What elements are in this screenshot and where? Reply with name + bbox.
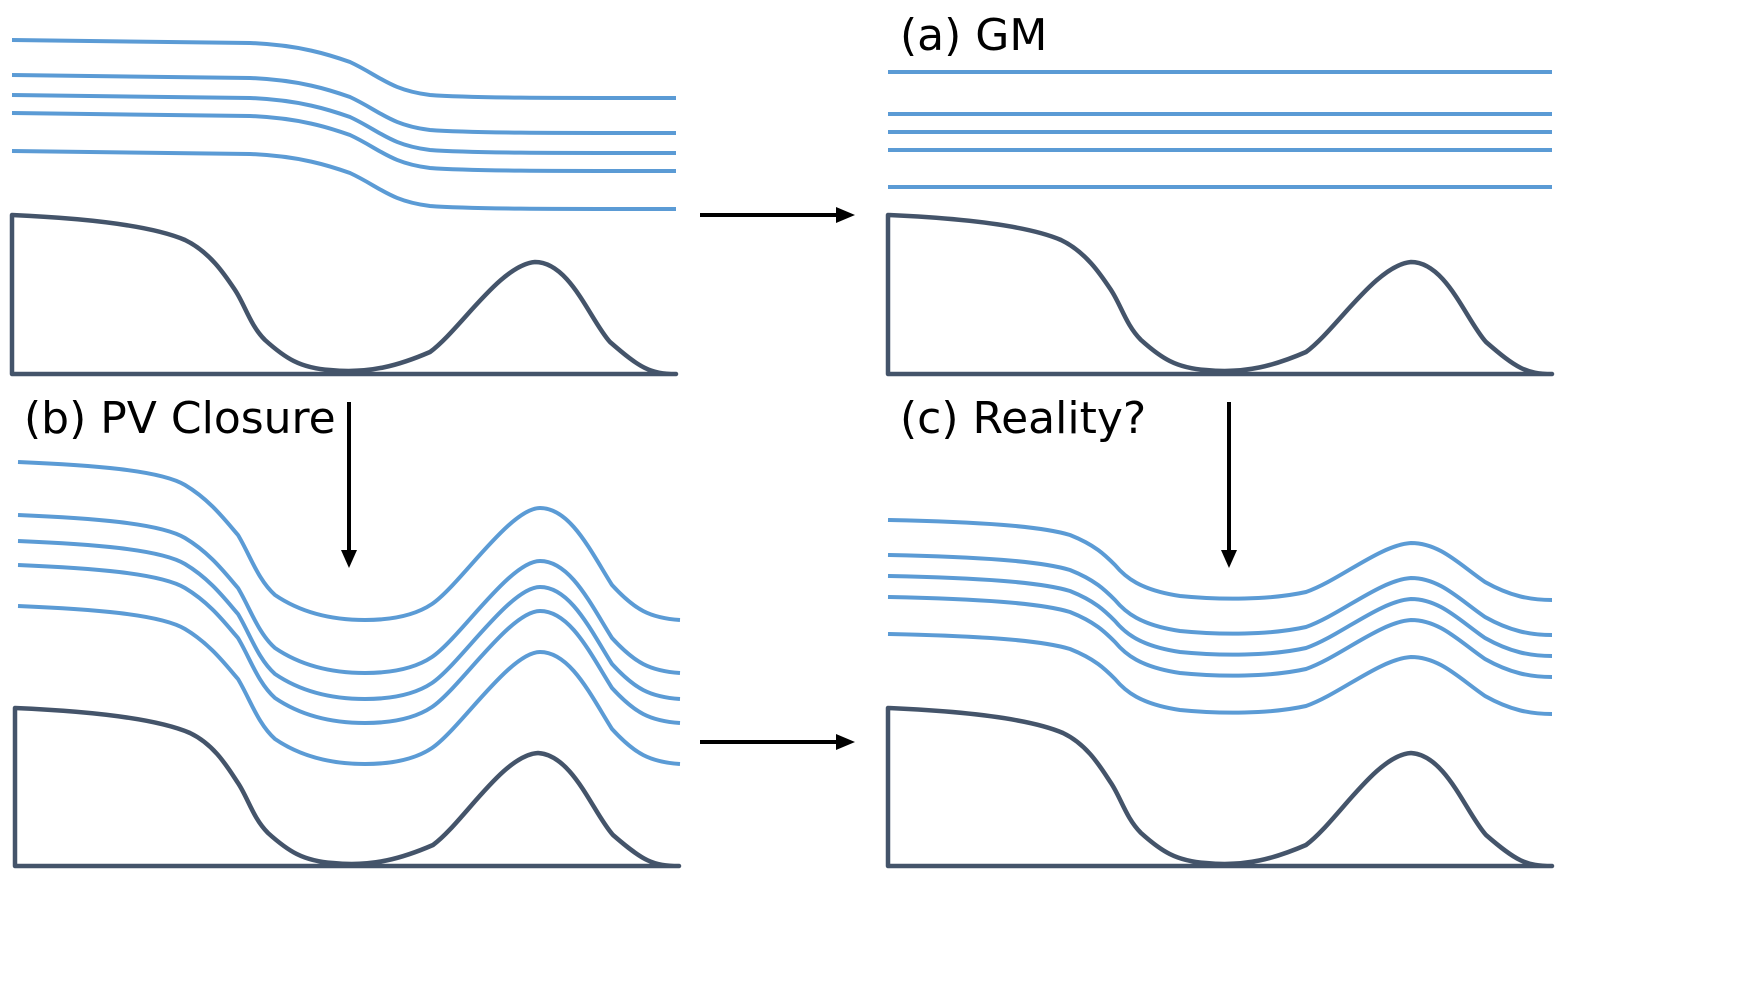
isopycnal-line (11, 73, 677, 135)
arrow-head (1221, 550, 1237, 568)
arrow-head (836, 207, 855, 223)
topography-gm (885, 212, 1555, 377)
panel-initial (9, 38, 679, 377)
isopycnals-reality (887, 518, 1553, 716)
panel-label-pv-closure: (b) PV Closure (24, 393, 336, 444)
isopycnal-line (11, 93, 677, 155)
isopycnal-line (17, 460, 681, 622)
panel-gm: (a) GM (885, 10, 1555, 377)
arrow-head (341, 550, 357, 568)
arrow-gm-to-reality (1221, 402, 1237, 568)
topography-reality (885, 705, 1555, 869)
panel-label-gm: (a) GM (900, 10, 1047, 61)
isopycnal-line (887, 632, 1553, 716)
topography-pv-closure (12, 705, 682, 869)
panel-reality: (c) Reality? (885, 393, 1555, 869)
isopycnal-line (887, 518, 1553, 602)
isopycnal-line (11, 149, 677, 211)
isopycnal-line (17, 513, 681, 675)
isopycnal-line (17, 563, 681, 725)
panel-pv-closure: (b) PV Closure (12, 393, 682, 869)
isopycnal-line (887, 553, 1553, 637)
isopycnal-line (17, 539, 681, 701)
isopycnal-line (11, 38, 677, 100)
topography-initial (9, 212, 679, 377)
isopycnals-gm (888, 70, 1552, 189)
arrow-initial-to-pv-closure (341, 402, 357, 568)
isopycnal-line (887, 574, 1553, 658)
isopycnals-pv-closure (17, 460, 681, 766)
isopycnals-initial (11, 38, 677, 211)
arrow-head (836, 734, 855, 750)
arrow-pv-closure-to-reality (700, 734, 855, 750)
isopycnal-line (11, 111, 677, 173)
panel-label-reality: (c) Reality? (900, 393, 1146, 444)
isopycnal-line (887, 595, 1553, 679)
isopycnal-line (17, 604, 681, 766)
arrow-initial-to-gm (700, 207, 855, 223)
